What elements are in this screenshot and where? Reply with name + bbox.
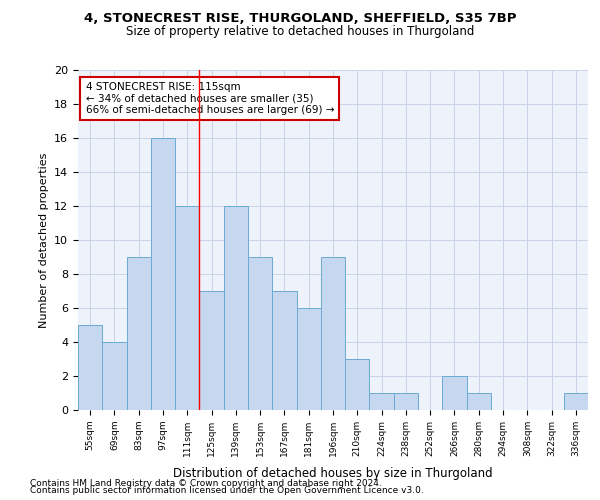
Bar [127, 257, 151, 410]
Bar [394, 393, 418, 410]
Bar [442, 376, 467, 410]
Text: Contains public sector information licensed under the Open Government Licence v3: Contains public sector information licen… [30, 486, 424, 495]
Bar [272, 291, 296, 410]
Bar [296, 308, 321, 410]
Text: Size of property relative to detached houses in Thurgoland: Size of property relative to detached ho… [126, 25, 474, 38]
Text: 4 STONECREST RISE: 115sqm
← 34% of detached houses are smaller (35)
66% of semi-: 4 STONECREST RISE: 115sqm ← 34% of detac… [86, 82, 334, 115]
Bar [224, 206, 248, 410]
Bar [564, 393, 588, 410]
Bar [151, 138, 175, 410]
Text: Contains HM Land Registry data © Crown copyright and database right 2024.: Contains HM Land Registry data © Crown c… [30, 478, 382, 488]
Bar [199, 291, 224, 410]
Y-axis label: Number of detached properties: Number of detached properties [38, 152, 49, 328]
Text: 4, STONECREST RISE, THURGOLAND, SHEFFIELD, S35 7BP: 4, STONECREST RISE, THURGOLAND, SHEFFIEL… [84, 12, 516, 26]
Bar [467, 393, 491, 410]
Bar [175, 206, 199, 410]
Bar [78, 325, 102, 410]
X-axis label: Distribution of detached houses by size in Thurgoland: Distribution of detached houses by size … [173, 467, 493, 480]
Bar [248, 257, 272, 410]
Bar [321, 257, 345, 410]
Bar [102, 342, 127, 410]
Bar [345, 359, 370, 410]
Bar [370, 393, 394, 410]
